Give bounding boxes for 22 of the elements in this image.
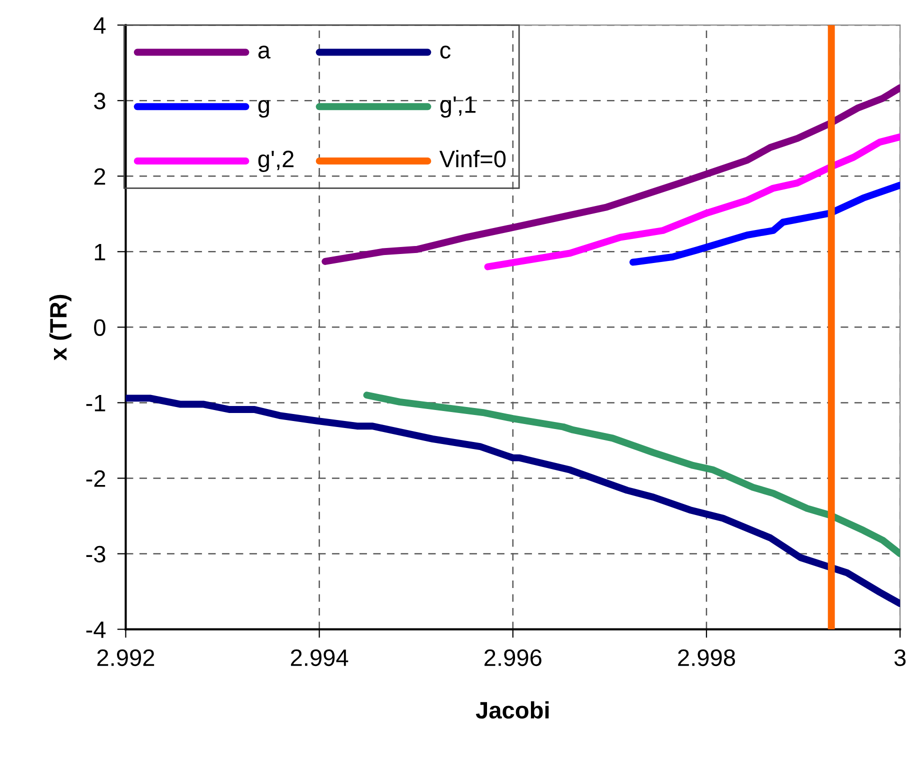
- x-axis-title: Jacobi: [476, 701, 549, 719]
- y-tick-label: 0: [94, 319, 106, 336]
- legend-label: c: [440, 46, 451, 59]
- y-tick-label: -4: [86, 622, 106, 638]
- legend-label: g',2: [258, 150, 294, 172]
- y-tick-label: 3: [94, 92, 106, 110]
- legend-label: Vinf=0: [439, 150, 506, 168]
- x-tick-label: 2.994: [290, 649, 348, 666]
- y-tick-label: -1: [86, 395, 106, 412]
- legend-label: g',1: [440, 96, 476, 118]
- y-tick-label: 2: [94, 168, 106, 185]
- y-tick-label: -2: [86, 470, 106, 487]
- x-tick-label: 2.996: [484, 649, 542, 666]
- legend-label: g: [258, 100, 269, 118]
- x-tick-label: 3: [894, 649, 906, 666]
- x-tick-label: 2.998: [678, 649, 735, 666]
- y-tick-label: -3: [86, 546, 106, 563]
- x-tick-label: 2.992: [97, 649, 154, 666]
- y-axis-title: x (TR): [49, 294, 72, 360]
- y-tick-label: 4: [94, 17, 106, 34]
- y-tick-label: 1: [94, 244, 106, 260]
- legend-label: a: [258, 46, 270, 59]
